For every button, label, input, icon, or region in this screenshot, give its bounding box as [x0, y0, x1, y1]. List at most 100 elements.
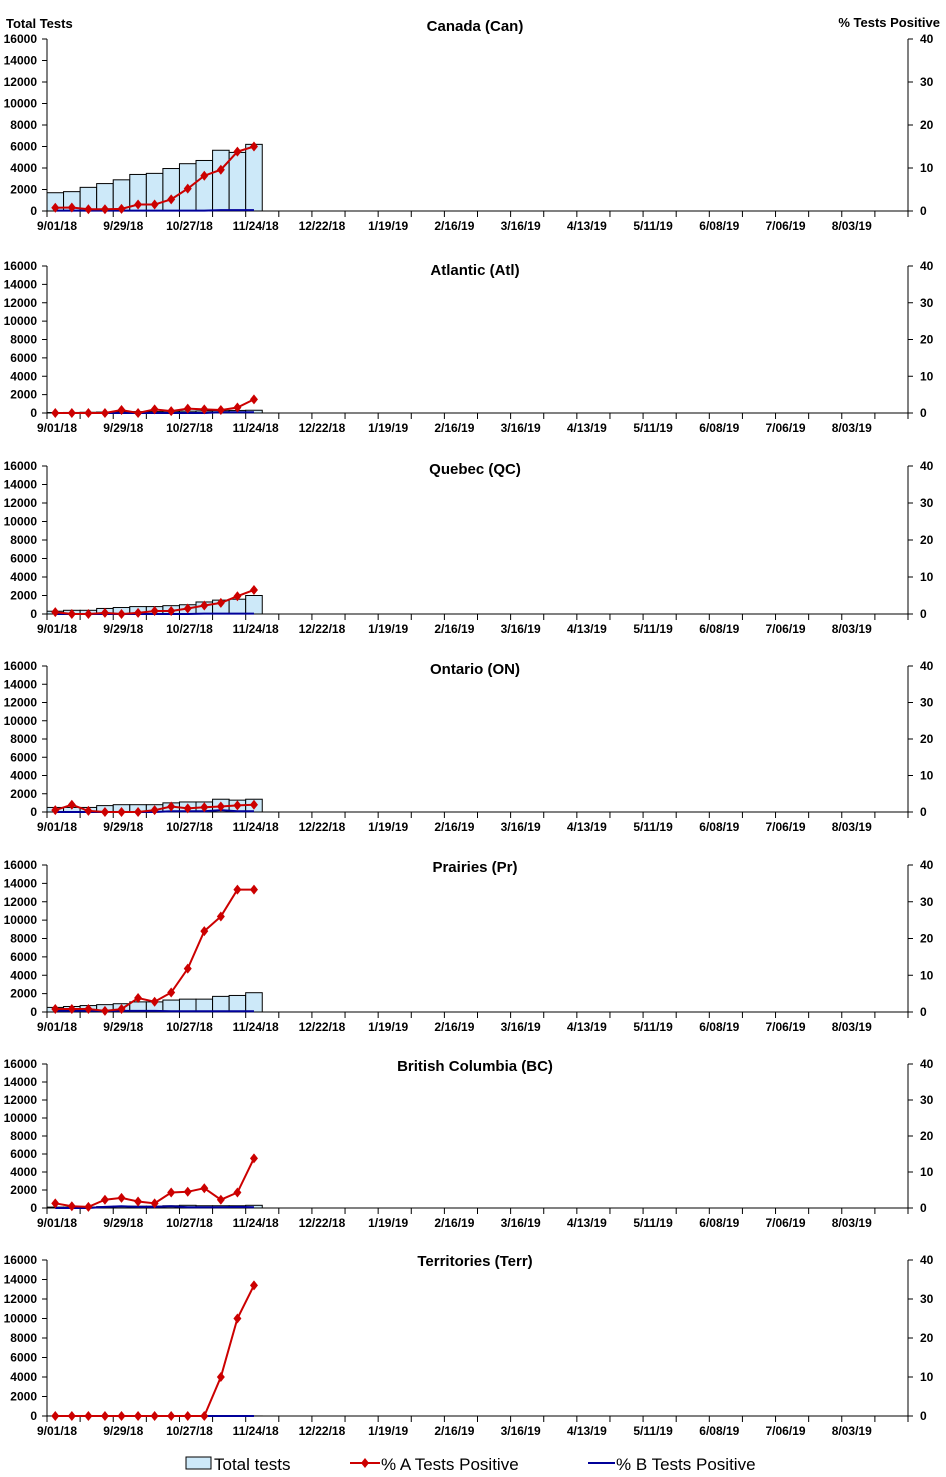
pct-a-point [216, 801, 225, 812]
x-tick-label: 12/22/18 [299, 1424, 346, 1438]
x-tick-label: 7/06/19 [766, 1020, 806, 1034]
pct-a-point [67, 202, 76, 213]
pct-a-point [233, 402, 242, 413]
y-left-tick-label: 2000 [10, 1183, 37, 1197]
y-right-tick-label: 30 [920, 75, 934, 89]
x-tick-label: 12/22/18 [299, 1216, 346, 1230]
x-tick-label: 9/29/18 [103, 421, 143, 435]
total-tests-bar [228, 994, 247, 1013]
x-tick-label: 7/06/19 [766, 1216, 806, 1230]
y-left-tick-label: 14000 [4, 1075, 38, 1089]
y-right-tick-label: 30 [920, 496, 934, 510]
x-tick-label: 12/22/18 [299, 421, 346, 435]
y-right-tick-label: 30 [920, 1292, 934, 1306]
pct-a-point [117, 1411, 126, 1421]
x-tick-label: 3/16/19 [501, 1424, 541, 1438]
y-right-tick-label: 0 [920, 805, 927, 819]
panel-title: Ontario (ON) [430, 661, 520, 678]
y-left-tick-label: 6000 [10, 950, 37, 964]
x-tick-label: 2/16/19 [434, 219, 474, 233]
total-tests-bar [245, 595, 263, 615]
panel-5: British Columbia (BC) 0 2000 4000 6000 8000 10… [4, 1057, 934, 1230]
pct-a-point [117, 203, 126, 214]
pct-a-point [100, 1005, 109, 1016]
x-tick-label: 12/22/18 [299, 1020, 346, 1034]
y-left-tick-label: 6000 [10, 750, 37, 764]
y-left-tick-label: 4000 [10, 369, 37, 383]
y-left-tick-label: 10000 [4, 1111, 38, 1125]
total-tests-bar [212, 149, 230, 212]
x-tick-label: 10/27/18 [166, 219, 213, 233]
x-tick-label: 11/24/18 [233, 1424, 279, 1438]
y-left-tick-label: 12000 [4, 1093, 38, 1107]
x-tick-label: 8/03/19 [832, 1216, 872, 1230]
pct-a-point [167, 606, 176, 617]
pct-a-point [200, 802, 209, 813]
legend-pct-a: % A Tests Positive [381, 1455, 519, 1474]
x-tick-label: 5/11/19 [633, 219, 673, 233]
pct-a-point [200, 1411, 209, 1421]
pct-a-point [200, 600, 209, 611]
x-tick-label: 10/27/18 [166, 1424, 213, 1438]
pct-a-point [134, 607, 143, 618]
y-left-tick-label: 14000 [4, 677, 38, 691]
y-left-tick-label: 16000 [4, 459, 38, 473]
y-left-tick-label: 2000 [10, 987, 37, 1001]
y-right-tick-label: 20 [920, 333, 934, 347]
pct-a-line [55, 888, 254, 1012]
pct-a-point [216, 911, 225, 922]
pct-a-point [51, 607, 60, 618]
x-tick-label: 10/27/18 [166, 1020, 213, 1034]
pct-a-point [51, 1004, 60, 1015]
y-right-tick-label: 20 [920, 932, 934, 946]
y-left-tick-label: 0 [30, 204, 37, 218]
x-tick-label: 5/11/19 [633, 421, 673, 435]
x-tick-label: 4/13/19 [567, 622, 607, 636]
y-left-tick-label: 2000 [10, 1390, 37, 1404]
y-right-tick-label: 20 [920, 1129, 934, 1143]
pct-a-point [134, 993, 143, 1004]
pct-a-point [183, 403, 192, 414]
y-left-tick-label: 0 [30, 406, 37, 420]
y-left-tick-label: 12000 [4, 895, 38, 909]
y-left-tick-label: 10000 [4, 714, 38, 728]
pct-a-point [67, 1004, 76, 1015]
pct-a-point [200, 926, 209, 937]
pct-a-point [117, 1192, 126, 1203]
y-left-tick-label: 6000 [10, 1147, 37, 1161]
total-tests-bar [212, 995, 230, 1013]
y-left-tick-label: 6000 [10, 140, 37, 154]
y-left-tick-label: 14000 [4, 277, 38, 291]
panel-2: Quebec (QC) 0 2000 4000 6000 8000 10000 12000 14… [4, 459, 934, 636]
y-left-tick-label: 4000 [10, 1165, 37, 1179]
y-left-tick-label: 2000 [10, 589, 37, 603]
x-tick-label: 4/13/19 [567, 1020, 607, 1034]
y-right-tick-label: 10 [920, 570, 934, 584]
x-tick-label: 9/29/18 [103, 219, 143, 233]
y-left-tick-label: 10000 [4, 913, 38, 927]
x-tick-label: 12/22/18 [299, 219, 346, 233]
x-tick-label: 11/24/18 [233, 622, 279, 636]
y-left-tick-label: 8000 [10, 333, 37, 347]
x-tick-label: 2/16/19 [434, 1424, 474, 1438]
x-tick-label: 10/27/18 [166, 1216, 213, 1230]
y-left-tick-label: 16000 [4, 1253, 38, 1267]
pct-a-point [183, 1411, 192, 1421]
x-tick-label: 2/16/19 [434, 1020, 474, 1034]
x-tick-label: 1/19/19 [368, 1020, 408, 1034]
pct-a-point [183, 803, 192, 814]
pct-a-point [84, 1201, 93, 1212]
x-tick-label: 10/27/18 [166, 622, 213, 636]
panel-title: Quebec (QC) [429, 461, 521, 478]
y-right-tick-label: 30 [920, 1093, 934, 1107]
x-tick-label: 4/13/19 [567, 1424, 607, 1438]
x-tick-label: 5/11/19 [633, 622, 673, 636]
pct-a-point [150, 1198, 159, 1209]
legend-pct-a-marker [361, 1458, 369, 1468]
y-left-tick-label: 2000 [10, 183, 37, 197]
y-left-tick-label: 12000 [4, 1292, 38, 1306]
pct-a-point [117, 1004, 126, 1015]
x-tick-label: 6/08/19 [699, 1020, 739, 1034]
y-right-tick-label: 0 [920, 406, 927, 420]
